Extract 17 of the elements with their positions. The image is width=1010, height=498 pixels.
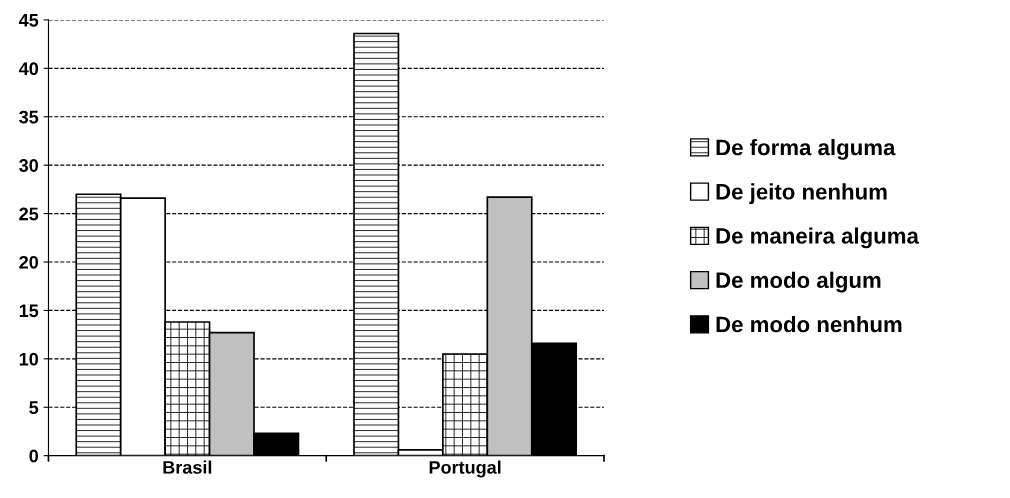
y-tick-label: 25	[19, 207, 39, 221]
y-tick-label: 30	[19, 159, 39, 172]
y-tick-label: 10	[19, 352, 39, 366]
y-tick-label: 20	[19, 255, 39, 269]
y-tick-label: 35	[19, 110, 39, 124]
y-tick-label: 15	[19, 304, 39, 318]
y-tick-label: 0	[29, 449, 39, 463]
y-tick-label: 5	[29, 401, 39, 414]
legend-label: De maneira alguma	[716, 227, 920, 249]
legend-label: De modo nenhum	[716, 315, 902, 333]
legend-label: De jeito nenhum	[716, 183, 887, 204]
y-tick-label: 45	[18, 14, 39, 27]
legend-label: De forma alguma	[716, 139, 896, 160]
legend-label: De modo algum	[716, 271, 881, 293]
x-tick-label: Portugal	[429, 460, 501, 478]
y-tick-label: 40	[18, 62, 39, 76]
x-tick-label: Brasil	[163, 460, 212, 474]
